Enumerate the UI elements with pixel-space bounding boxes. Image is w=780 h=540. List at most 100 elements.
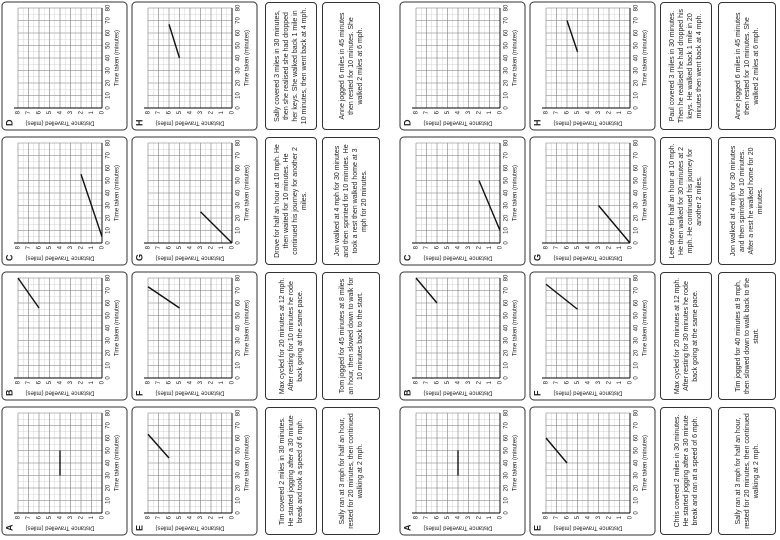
- x-tick-label: 70: [106, 17, 112, 24]
- y-tick-label: 4: [456, 515, 462, 519]
- panel-border: [1, 406, 128, 536]
- x-axis-title: Time taken (minutes): [513, 165, 519, 221]
- story-card: Tim jogged for 40 minutes at 9 mph, then…: [718, 272, 776, 400]
- y-tick-label: 0: [498, 380, 504, 384]
- y-tick-label: 4: [586, 245, 592, 249]
- y-tick-label: 5: [575, 515, 581, 519]
- graph-panel: 0 10 20 30 40 50 60 70 80 0 12 34 56 78 Time taken (mi…: [529, 136, 656, 266]
- graph-panel: 0 10 20 30 40 50 60 70 80 0 12 34 56 78 Time taken (mi…: [1, 271, 128, 401]
- x-tick-label: 0: [634, 376, 640, 380]
- x-tick-label: 10: [106, 227, 112, 234]
- y-tick-label: 3: [596, 380, 602, 384]
- story-card: Anne jogged 6 miles in 45 minutes then r…: [322, 2, 380, 130]
- y-tick-label: 5: [445, 110, 451, 114]
- y-tick-label: 4: [188, 245, 194, 249]
- y-tick-label: 5: [47, 110, 53, 114]
- x-axis-title: Time taken (minutes): [245, 30, 251, 86]
- story-card: Sally covered 3 miles in 30 minutes, the…: [265, 2, 317, 130]
- x-axis-title: Time taken (minutes): [245, 435, 251, 491]
- x-tick-label: 80: [106, 274, 112, 281]
- y-tick-label: 3: [596, 245, 602, 249]
- x-tick-label: 80: [106, 4, 112, 11]
- x-tick-label: 60: [106, 29, 112, 36]
- x-tick-label: 30: [504, 67, 510, 74]
- x-tick-label: 50: [504, 312, 510, 319]
- x-tick-label: 50: [634, 177, 640, 184]
- x-axis-title: Time taken (minutes): [643, 165, 649, 221]
- y-tick-label: 1: [487, 380, 493, 384]
- y-tick-label: 7: [554, 110, 560, 114]
- x-tick-label: 20: [634, 349, 640, 356]
- y-tick-label: 0: [498, 245, 504, 249]
- y-tick-label: 6: [565, 380, 571, 384]
- panel-border: [1, 136, 128, 266]
- y-tick-label: 6: [167, 245, 173, 249]
- y-tick-label: 2: [79, 245, 85, 249]
- x-tick-label: 80: [106, 139, 112, 146]
- y-tick-label: 6: [167, 515, 173, 519]
- x-axis-title: Time taken (minutes): [115, 165, 121, 221]
- x-tick-label: 0: [236, 106, 242, 110]
- y-axis-title: Distance Travelled (miles): [553, 389, 622, 395]
- x-tick-label: 30: [236, 337, 242, 344]
- y-axis-title: Distance Travelled (miles): [25, 254, 94, 260]
- x-tick-label: 0: [236, 376, 242, 380]
- panel-letter: H: [134, 120, 144, 127]
- y-tick-label: 1: [617, 245, 623, 249]
- story-card: Max cycled for 20 minutes at 12 mph. Aft…: [265, 272, 317, 400]
- x-tick-label: 30: [106, 202, 112, 209]
- x-axis-title: Time taken (minutes): [245, 300, 251, 356]
- y-tick-label: 4: [456, 380, 462, 384]
- y-tick-label: 5: [47, 380, 53, 384]
- graph-panel: 0 10 20 30 40 50 60 70 80 0 12 34 56 78 Time taken (mi…: [1, 136, 128, 266]
- y-tick-label: 7: [156, 110, 162, 114]
- x-tick-label: 20: [106, 484, 112, 491]
- y-axis-title: Distance Travelled (miles): [25, 389, 94, 395]
- y-tick-label: 1: [617, 110, 623, 114]
- journey-line: [147, 286, 180, 309]
- x-tick-label: 40: [634, 459, 640, 466]
- y-tick-label: 8: [16, 515, 22, 519]
- y-tick-label: 3: [198, 245, 204, 249]
- panel-border: [131, 136, 258, 266]
- x-tick-label: 10: [106, 362, 112, 369]
- x-tick-label: 70: [236, 422, 242, 429]
- y-axis-title: Distance Travelled (miles): [423, 254, 492, 260]
- x-tick-label: 0: [236, 241, 242, 245]
- x-tick-label: 50: [106, 177, 112, 184]
- y-tick-label: 8: [414, 515, 420, 519]
- x-tick-label: 50: [634, 42, 640, 49]
- y-tick-label: 6: [37, 515, 43, 519]
- y-tick-label: 4: [586, 380, 592, 384]
- x-axis-title: Time taken (minutes): [115, 300, 121, 356]
- x-tick-label: 50: [504, 177, 510, 184]
- journey-line: [597, 205, 631, 244]
- y-tick-label: 3: [466, 245, 472, 249]
- x-tick-label: 10: [504, 227, 510, 234]
- journey-line: [478, 180, 501, 231]
- y-tick-label: 6: [435, 245, 441, 249]
- y-tick-label: 0: [628, 245, 634, 249]
- y-tick-label: 1: [487, 515, 493, 519]
- x-axis-title: Time taken (minutes): [115, 435, 121, 491]
- y-tick-label: 7: [26, 245, 32, 249]
- y-tick-label: 4: [188, 515, 194, 519]
- x-tick-label: 30: [634, 67, 640, 74]
- y-tick-label: 3: [596, 110, 602, 114]
- y-tick-label: 3: [596, 515, 602, 519]
- y-tick-label: 6: [435, 110, 441, 114]
- x-tick-label: 0: [504, 376, 510, 380]
- y-tick-label: 2: [607, 245, 613, 249]
- panel-border: [529, 271, 656, 401]
- x-tick-label: 0: [504, 511, 510, 515]
- x-tick-label: 70: [236, 152, 242, 159]
- y-tick-label: 7: [424, 380, 430, 384]
- x-tick-label: 40: [236, 54, 242, 61]
- x-tick-label: 10: [634, 227, 640, 234]
- x-tick-label: 80: [236, 409, 242, 416]
- y-tick-label: 7: [156, 515, 162, 519]
- x-tick-label: 60: [106, 299, 112, 306]
- journey-line: [566, 20, 579, 52]
- y-tick-label: 2: [477, 245, 483, 249]
- y-axis-title: Distance Travelled (miles): [423, 119, 492, 125]
